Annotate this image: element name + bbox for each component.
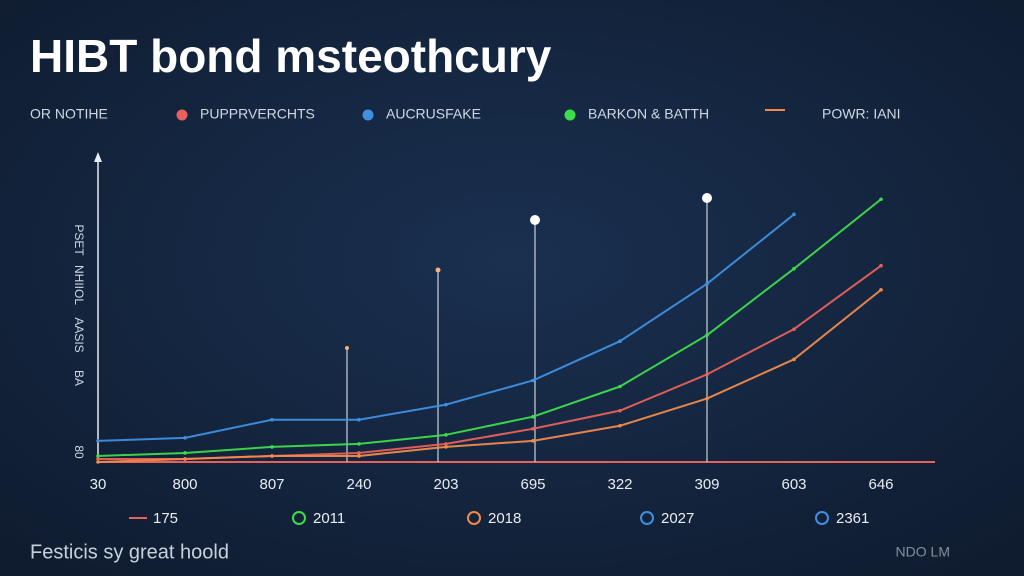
footnote: Festicis sy great hoold — [30, 541, 229, 563]
data-point — [531, 414, 535, 419]
x-tick-label: 203 — [433, 476, 458, 493]
data-point — [531, 426, 535, 431]
series-line — [97, 198, 882, 457]
footer-legend-label: 2011 — [313, 510, 345, 527]
data-point — [444, 433, 448, 437]
data-point — [705, 396, 709, 401]
data-point — [531, 378, 535, 383]
data-point — [792, 357, 796, 362]
footer-legend-label: 2027 — [661, 510, 694, 527]
data-point — [357, 417, 361, 422]
y-label: AASIS — [72, 317, 86, 352]
data-point — [96, 454, 100, 458]
x-tick-label: 807 — [259, 476, 284, 493]
legend-label: AUCRUSFAKE — [386, 106, 481, 122]
y-label: 80 — [72, 445, 86, 459]
x-tick-label: 322 — [607, 476, 632, 493]
annotation-dot — [702, 193, 712, 203]
data-point — [705, 333, 709, 337]
data-point — [444, 445, 448, 449]
footer-swatch — [815, 511, 829, 525]
legend-swatch — [176, 109, 188, 121]
footer-swatch — [467, 511, 481, 525]
footer-legend-label: 2018 — [488, 510, 521, 527]
legend-label: POWR: IANI — [822, 106, 901, 122]
legend-swatch — [564, 109, 576, 121]
annotations — [345, 193, 712, 462]
series-line — [97, 289, 882, 463]
x-tick-label: 240 — [346, 476, 371, 493]
annotation-dot — [530, 215, 540, 225]
data-point — [357, 451, 361, 455]
legend-label: PUPPRVERCHTS — [200, 106, 315, 122]
footer-legend-label: 175 — [153, 510, 178, 527]
data-point — [618, 384, 622, 389]
data-point — [618, 423, 622, 428]
data-point — [270, 417, 274, 422]
watermark: NDO LM — [896, 544, 950, 560]
data-point — [618, 408, 622, 413]
data-point — [183, 457, 187, 461]
data-point — [270, 454, 274, 458]
data-point — [357, 442, 361, 446]
data-point — [444, 402, 448, 407]
data-point — [879, 197, 883, 202]
data-point — [96, 439, 100, 443]
x-tick-label: 603 — [781, 476, 806, 493]
annotation-dot — [345, 346, 349, 350]
data-point — [183, 451, 187, 455]
y-label: PSET — [72, 224, 86, 256]
y-label: BA — [72, 370, 86, 386]
data-point — [183, 436, 187, 440]
data-point — [618, 339, 622, 344]
data-point — [357, 454, 361, 458]
footer-swatch — [640, 511, 654, 525]
legend-swatch — [362, 109, 374, 121]
y-label: NHIIOL — [72, 265, 86, 305]
data-point — [444, 442, 448, 446]
x-tick-label: 695 — [520, 476, 545, 493]
data-point — [879, 288, 883, 292]
data-point — [96, 457, 100, 461]
footer-legend-label: 2361 — [836, 510, 869, 527]
chart-title: HIBT bond msteothcury — [30, 30, 552, 82]
data-point — [792, 266, 796, 271]
x-tick-label: 309 — [694, 476, 719, 493]
data-point — [96, 460, 100, 464]
data-point — [705, 372, 709, 377]
x-tick-label: 800 — [172, 476, 197, 493]
legend-label: BARKON & BATTH — [588, 106, 709, 122]
data-point — [792, 327, 796, 331]
data-point — [792, 212, 796, 217]
annotation-dot — [435, 267, 441, 273]
data-point — [705, 282, 709, 286]
footer-swatch — [292, 511, 306, 525]
data-point — [270, 445, 274, 449]
x-tick-label: 30 — [90, 476, 107, 493]
data-point — [879, 263, 883, 268]
x-tick-label: 646 — [868, 476, 893, 493]
y-axis-arrow — [94, 152, 102, 162]
data-point — [531, 439, 535, 443]
legend-title: OR NOTIHE — [30, 106, 108, 122]
